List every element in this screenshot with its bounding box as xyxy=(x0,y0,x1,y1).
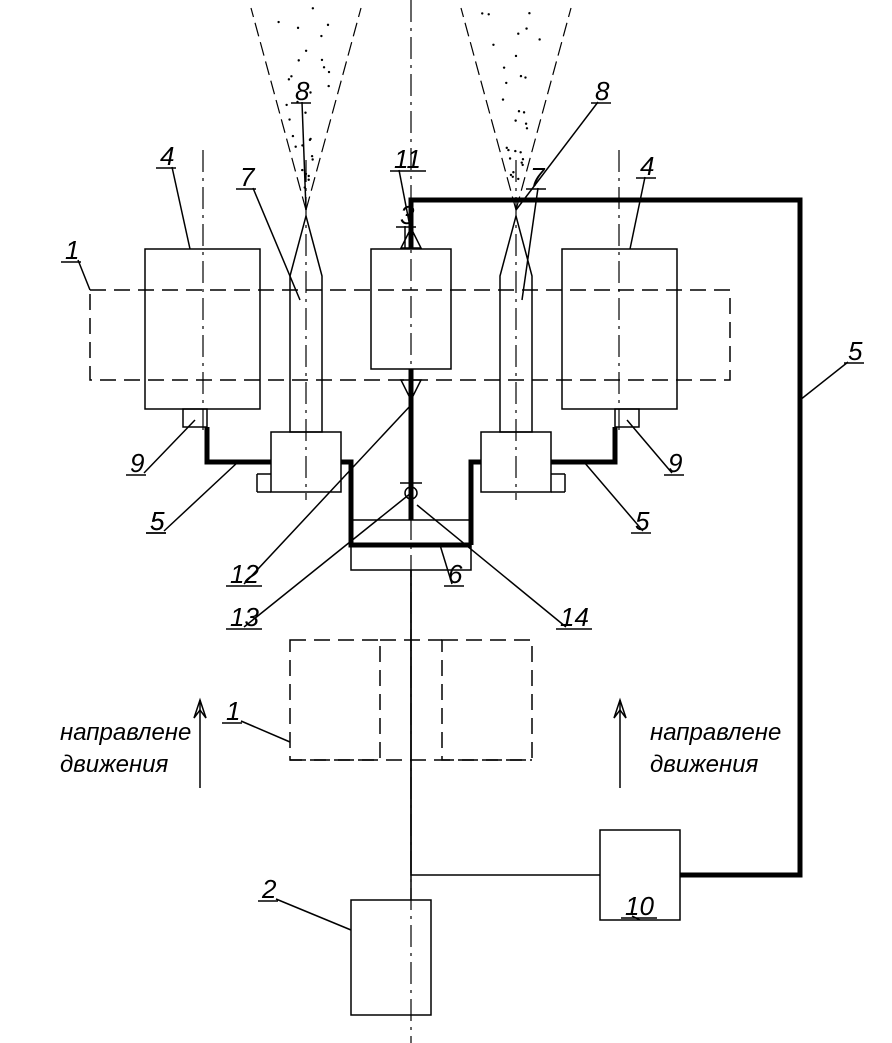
svg-text:движения: движения xyxy=(650,751,759,778)
callout-5b: 5 xyxy=(635,506,650,536)
callout-5d: 5 xyxy=(848,336,863,366)
callout-11: 11 xyxy=(394,144,421,174)
callout-14: 14 xyxy=(560,602,589,632)
callout-3: 3 xyxy=(400,200,415,230)
callout-6: 6 xyxy=(448,559,463,589)
callout-5c: 5 xyxy=(150,506,165,536)
callout-8b: 8 xyxy=(595,76,610,106)
callout-4b: 4 xyxy=(640,151,654,181)
svg-text:движения: движения xyxy=(60,751,169,778)
svg-text:направлене: направлене xyxy=(60,719,191,746)
callout-10: 10 xyxy=(625,891,654,921)
callout-2: 2 xyxy=(261,874,277,904)
callout-7b: 7 xyxy=(530,162,546,192)
callout-1a: 1 xyxy=(65,235,79,265)
callout-4a: 4 xyxy=(160,141,174,171)
callout-9b: 9 xyxy=(668,448,682,478)
svg-text:направлене: направлене xyxy=(650,719,781,746)
callout-8a: 8 xyxy=(295,76,310,106)
callout-12: 12 xyxy=(230,559,259,589)
callout-9a: 9 xyxy=(130,448,144,478)
callout-7a: 7 xyxy=(240,162,256,192)
callout-1b: 1 xyxy=(226,696,240,726)
callout-13: 13 xyxy=(230,602,259,632)
